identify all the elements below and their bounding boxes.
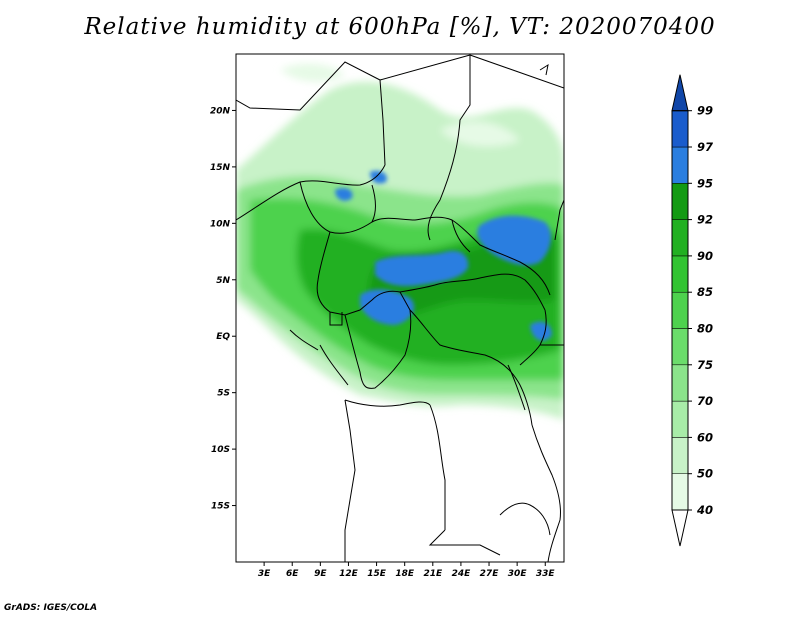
lon-tick-label: 27E bbox=[480, 569, 500, 579]
lat-tick-label: 5S bbox=[217, 389, 230, 399]
grads-credit: GrADS: IGES/COLA bbox=[4, 603, 98, 613]
colorbar-label: 60 bbox=[697, 430, 713, 444]
colorbar-segment bbox=[671, 183, 689, 220]
colorbar-label: 80 bbox=[697, 322, 713, 336]
colorbar: 40 50 60 70 75 80 85 90 92 95 97 99 bbox=[671, 74, 713, 547]
colorbar-label: 97 bbox=[697, 140, 713, 154]
colorbar-segment bbox=[671, 255, 689, 293]
colorbar-segment bbox=[671, 328, 689, 366]
colorbar-label: 99 bbox=[697, 104, 713, 118]
colorbar-segment bbox=[671, 473, 689, 511]
colorbar-segment bbox=[671, 110, 689, 148]
colorbar-label: 90 bbox=[697, 249, 713, 263]
colorbar-segment bbox=[671, 219, 689, 257]
latitude-axis: 20N 15N 10N 5N EQ 5S 10S 15S bbox=[210, 106, 236, 512]
lat-tick-label: 10S bbox=[211, 445, 230, 455]
map-frame bbox=[235, 53, 565, 563]
country-borders bbox=[236, 54, 564, 562]
lon-tick-label: 18E bbox=[395, 569, 415, 579]
colorbar-label: 85 bbox=[697, 285, 713, 299]
lon-tick-label: 15E bbox=[367, 569, 387, 579]
colorbar-segment bbox=[671, 146, 689, 184]
lon-tick-label: 3E bbox=[258, 569, 271, 579]
lon-tick-label: 6E bbox=[286, 569, 299, 579]
colorbar-segment bbox=[671, 364, 689, 402]
colorbar-segment bbox=[671, 509, 689, 547]
colorbar-segment bbox=[671, 437, 689, 474]
longitude-axis: 3E 6E 9E 12E 15E 18E 21E 24E 27E 30E 33E bbox=[258, 562, 556, 579]
colorbar-label: 50 bbox=[697, 467, 713, 481]
humidity-field bbox=[236, 54, 564, 562]
colorbar-label: 40 bbox=[696, 503, 713, 517]
colorbar-label: 70 bbox=[697, 394, 713, 408]
lon-tick-label: 12E bbox=[339, 569, 359, 579]
colorbar-segment bbox=[671, 291, 689, 329]
lon-tick-label: 9E bbox=[314, 569, 327, 579]
map-title: Relative humidity at 600hPa [%], VT: 202… bbox=[84, 14, 716, 40]
colorbar-segment bbox=[671, 74, 689, 112]
colorbar-segment bbox=[671, 400, 689, 438]
lon-tick-label: 24E bbox=[452, 569, 472, 579]
lat-tick-label: 20N bbox=[210, 106, 231, 116]
lat-tick-label: 15N bbox=[210, 163, 231, 173]
colorbar-label: 95 bbox=[697, 176, 713, 190]
lon-tick-label: 33E bbox=[536, 569, 556, 579]
colorbar-outline bbox=[671, 110, 689, 511]
colorbar-label: 92 bbox=[697, 213, 713, 227]
lon-tick-label: 30E bbox=[508, 569, 528, 579]
colorbar-label: 75 bbox=[697, 358, 713, 372]
lat-tick-label: EQ bbox=[216, 332, 230, 342]
lat-tick-label: 15S bbox=[211, 502, 230, 512]
lat-tick-label: 10N bbox=[210, 219, 231, 229]
lon-tick-label: 21E bbox=[423, 569, 443, 579]
lat-tick-label: 5N bbox=[216, 276, 230, 286]
